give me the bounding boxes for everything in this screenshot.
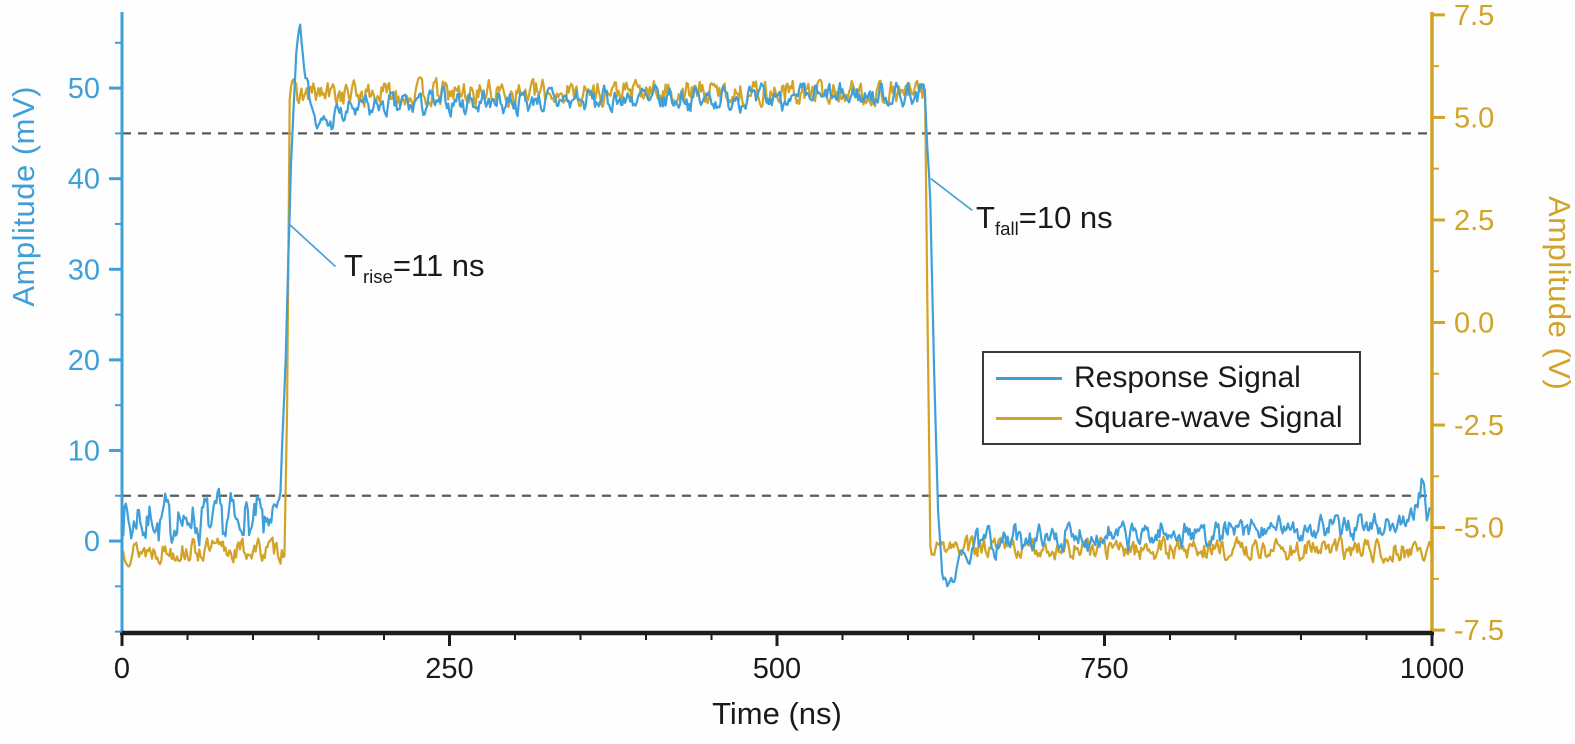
legend-item-response-signal: Response Signal <box>996 361 1343 395</box>
x-axis-tick-label: 750 <box>1080 653 1128 685</box>
left-axis-tick-label: 10 <box>68 435 100 467</box>
right-axis-tick-label: 5.0 <box>1454 102 1494 134</box>
left-axis-tick-label: 0 <box>84 526 100 558</box>
square-wave-line-swatch <box>996 416 1062 420</box>
legend-label: Response Signal <box>1074 361 1301 394</box>
rise-leader-line <box>288 223 337 268</box>
right-axis-tick-label: -5.0 <box>1454 513 1504 545</box>
series-response-signal-line <box>121 23 1433 588</box>
response-line-swatch <box>996 376 1062 380</box>
x-axis-title: Time (ns) <box>712 696 842 731</box>
series-square-wave-signal-line <box>120 76 1434 568</box>
rise-time-annotation: Trise=11 ns <box>344 248 485 288</box>
left-axis-tick-label: 40 <box>68 164 100 196</box>
x-axis-tick-label: 1000 <box>1400 653 1465 685</box>
left-axis-title: Amplitude (mV) <box>6 86 41 307</box>
left-axis-tick-label: 30 <box>68 254 100 286</box>
legend-item-square-wave-signal: Square-wave Signal <box>996 401 1343 435</box>
legend-label: Square-wave Signal <box>1074 401 1343 434</box>
annotation-subscript: rise <box>362 266 393 288</box>
right-axis-tick-label: -2.5 <box>1454 410 1504 442</box>
x-axis-tick-label: 250 <box>425 653 473 685</box>
x-axis-tick-label: 0 <box>114 653 130 685</box>
right-axis-title: Amplitude (V) <box>1542 196 1575 391</box>
left-axis-tick-label: 50 <box>68 73 100 105</box>
annotation-suffix: =10 ns <box>1018 200 1113 235</box>
x-axis-tick-label: 500 <box>753 653 801 685</box>
right-axis-tick-label: -7.5 <box>1454 615 1504 647</box>
right-axis-tick-label: 2.5 <box>1454 205 1494 237</box>
legend: Response Signal Square-wave Signal <box>982 351 1361 445</box>
annotation-subscript: fall <box>994 218 1019 240</box>
right-axis-tick-label: 7.5 <box>1454 0 1494 32</box>
annotation-prefix: T <box>976 200 995 235</box>
right-axis-tick-label: 0.0 <box>1454 308 1494 340</box>
fall-leader-line <box>930 178 973 212</box>
annotation-suffix: =11 ns <box>392 248 485 283</box>
left-axis-tick-label: 20 <box>68 345 100 377</box>
fall-time-annotation: Tfall=10 ns <box>976 200 1113 240</box>
annotation-prefix: T <box>344 248 363 283</box>
